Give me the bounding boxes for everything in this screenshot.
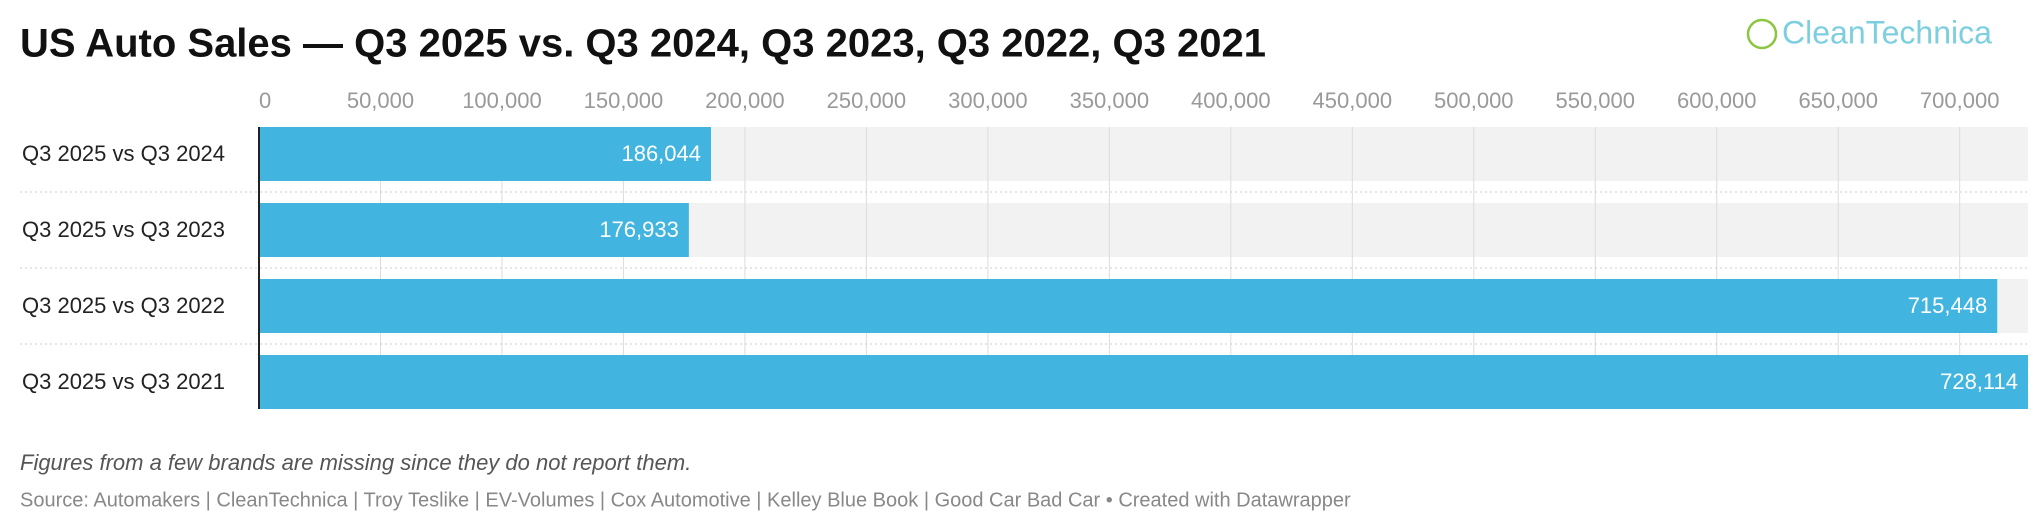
y-tick-label: Q3 2025 vs Q3 2022 bbox=[22, 293, 225, 318]
x-tick-label: 350,000 bbox=[1070, 88, 1150, 113]
y-tick-label: Q3 2025 vs Q3 2024 bbox=[22, 141, 225, 166]
x-tick-label: 450,000 bbox=[1313, 88, 1393, 113]
x-tick-label: 300,000 bbox=[948, 88, 1028, 113]
x-tick-label: 250,000 bbox=[827, 88, 907, 113]
chart-title: US Auto Sales — Q3 2025 vs. Q3 2024, Q3 … bbox=[20, 22, 1266, 66]
logo-icon bbox=[1746, 18, 1778, 50]
x-tick-label: 550,000 bbox=[1555, 88, 1635, 113]
note: Figures from a few brands are missing si… bbox=[20, 450, 691, 475]
x-tick-label: 650,000 bbox=[1798, 88, 1878, 113]
y-tick-label: Q3 2025 vs Q3 2023 bbox=[22, 217, 225, 242]
value-label: 186,044 bbox=[621, 141, 701, 166]
x-tick-label: 150,000 bbox=[584, 88, 664, 113]
x-tick-label: 50,000 bbox=[347, 88, 414, 113]
x-tick-label: 0 bbox=[259, 88, 271, 113]
value-label: 715,448 bbox=[1908, 293, 1988, 318]
x-tick-label: 500,000 bbox=[1434, 88, 1514, 113]
bar bbox=[259, 279, 1998, 333]
x-tick-label: 400,000 bbox=[1191, 88, 1271, 113]
value-label: 176,933 bbox=[599, 217, 679, 242]
x-tick-label: 200,000 bbox=[705, 88, 785, 113]
x-tick-label: 700,000 bbox=[1920, 88, 2000, 113]
logo: CleanTechnica bbox=[1782, 14, 1992, 50]
y-tick-label: Q3 2025 vs Q3 2021 bbox=[22, 369, 225, 394]
bar bbox=[259, 203, 689, 257]
bar bbox=[259, 127, 712, 181]
x-tick-label: 100,000 bbox=[462, 88, 542, 113]
value-label: 728,114 bbox=[1940, 369, 2018, 394]
bar bbox=[259, 355, 2028, 409]
x-tick-label: 600,000 bbox=[1677, 88, 1757, 113]
source: Source: Automakers | CleanTechnica | Tro… bbox=[20, 489, 1351, 511]
